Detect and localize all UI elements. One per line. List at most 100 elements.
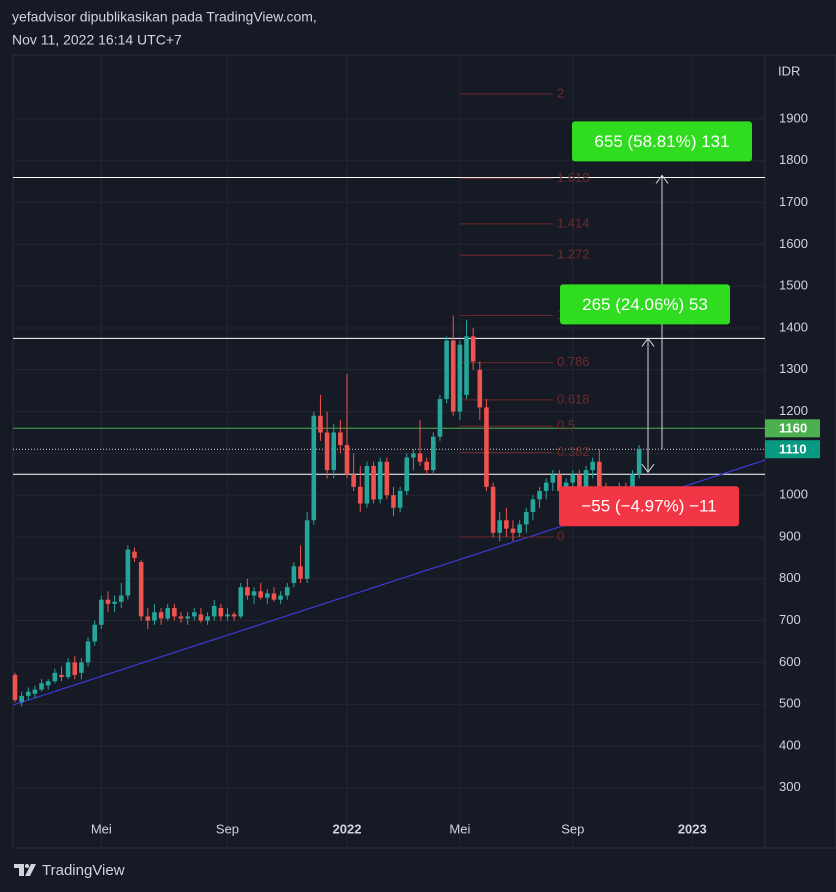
candle-body	[245, 587, 250, 596]
arrow-head	[641, 337, 655, 347]
candle-body	[371, 465, 376, 500]
candle-body	[238, 587, 244, 617]
candle-body	[132, 551, 137, 558]
candle-body	[59, 674, 64, 678]
candle-body	[431, 436, 436, 471]
candle-body	[557, 474, 562, 492]
candle-body	[570, 474, 576, 483]
fib-label: 1.272	[557, 247, 590, 262]
candle-body	[72, 662, 78, 675]
candle-body	[218, 608, 224, 617]
y-tick-label: 400	[779, 737, 801, 752]
y-tick-label: 1800	[779, 152, 808, 167]
y-tick-label: 500	[779, 696, 801, 711]
candle-body	[597, 461, 602, 496]
candle-body	[211, 605, 217, 617]
candle-body	[284, 587, 290, 596]
candle-body	[105, 599, 111, 604]
candle-body	[172, 608, 177, 617]
y-tick-label: 1500	[779, 278, 808, 293]
chart-subtitle: Nov 11, 2022 16:14 UTC+7	[12, 32, 182, 48]
candle-body	[152, 612, 157, 621]
y-tick-label: 600	[779, 654, 801, 669]
candle-body	[464, 336, 469, 395]
candle-body	[364, 465, 370, 504]
candle-body	[338, 432, 343, 446]
candle-body	[550, 474, 556, 483]
candle-body	[510, 528, 516, 533]
candle-body	[411, 453, 416, 458]
candle-body	[450, 340, 456, 412]
plot-frame	[12, 54, 836, 849]
fib-label: 0.786	[557, 354, 590, 369]
candle-body	[79, 662, 84, 673]
x-tick-label: Sep	[561, 821, 584, 836]
y-tick-label: 1400	[779, 319, 808, 334]
candle-body	[397, 491, 403, 508]
candle-body	[523, 511, 529, 525]
measure-label: 265 (24.06%) 53	[582, 295, 708, 314]
x-tick-label: Mei	[449, 821, 470, 836]
fib-label: 1.618	[557, 170, 590, 185]
fib-label: 1.414	[557, 215, 590, 230]
candle-body	[205, 616, 210, 621]
candle-body	[231, 614, 237, 617]
candle-body	[630, 474, 635, 492]
candle-body	[19, 695, 24, 703]
y-tick-label: 1900	[779, 110, 808, 125]
candle-body	[112, 601, 117, 604]
candle-body	[298, 566, 303, 579]
candle-body	[178, 616, 184, 619]
y-tick-label: 1200	[779, 403, 808, 418]
fib-label: 0.5	[557, 418, 575, 433]
y-tick-label: 300	[779, 779, 801, 794]
candle-body	[517, 524, 522, 533]
fib-label: 2	[557, 85, 564, 100]
measure-box	[572, 121, 752, 162]
candle-body	[32, 689, 38, 694]
candle-body	[404, 457, 410, 492]
x-tick-label: Sep	[216, 821, 239, 836]
candle-body	[278, 595, 283, 600]
candle-body	[351, 474, 356, 487]
candle-body	[52, 672, 58, 682]
brand: TradingView	[42, 862, 125, 879]
candle-body	[225, 614, 230, 617]
price-badge-label: 1160	[779, 421, 807, 436]
candle-body	[25, 691, 31, 696]
candle-body	[304, 520, 310, 579]
candle-body	[324, 432, 330, 471]
candle-body	[45, 681, 51, 686]
y-unit: IDR	[778, 63, 800, 78]
price-badge	[765, 440, 820, 459]
logo-dot	[25, 864, 29, 868]
candle-body	[311, 415, 317, 521]
candle-body	[490, 486, 496, 533]
x-tick-label: 2023	[678, 821, 707, 836]
candle-body	[590, 461, 595, 471]
candle-body	[145, 616, 151, 621]
candle-body	[497, 520, 503, 533]
candle-body	[198, 614, 204, 621]
candle-body	[344, 445, 350, 475]
brand-logo	[14, 864, 36, 876]
candle-body	[65, 662, 71, 678]
y-tick-label: 1000	[779, 487, 808, 502]
candle-body	[357, 486, 363, 504]
candle-body	[530, 499, 536, 512]
candle-body	[417, 453, 423, 462]
y-tick-label: 1600	[779, 236, 808, 251]
candle-body	[484, 407, 489, 487]
candle-body	[125, 549, 131, 596]
candle-body	[99, 599, 104, 625]
candle-body	[457, 344, 463, 412]
price-badge	[765, 419, 820, 438]
candle-body	[158, 612, 164, 619]
x-tick-label: Mei	[91, 821, 112, 836]
y-tick-label: 1700	[779, 194, 808, 209]
candle-body	[318, 415, 323, 433]
candle-body	[477, 369, 483, 408]
candle-body	[331, 432, 337, 471]
candle-body	[583, 470, 589, 487]
